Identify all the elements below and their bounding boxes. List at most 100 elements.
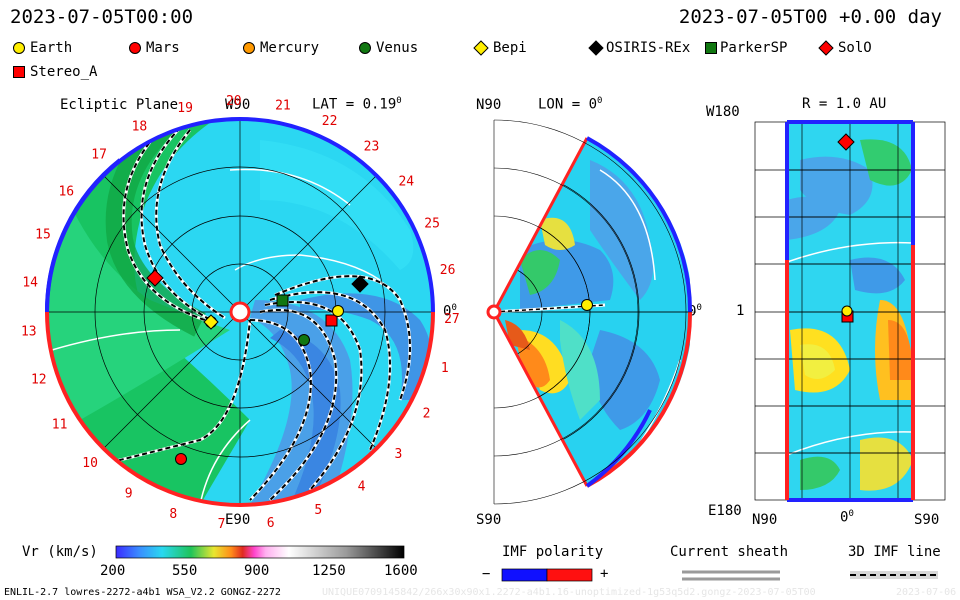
meridional-bottom-label: S90 [476, 512, 502, 528]
mars-marker-icon [175, 453, 187, 465]
radial-r-label: R = 1.0 AU [802, 96, 887, 112]
current-sheath-label: Current sheath [670, 544, 789, 560]
legend-item-venus: Venus [358, 40, 418, 56]
radial-x-label-n90: N90 [752, 512, 778, 528]
legend-item-earth: Earth [12, 40, 72, 56]
radial-x-label-0: 00 [840, 509, 854, 526]
rotation-number: 3 [394, 447, 402, 462]
rotation-number: 19 [177, 101, 193, 116]
rotation-number: 13 [21, 325, 37, 340]
datetime-left: 2023-07-05T00:00 [10, 6, 194, 28]
legend-label: Mercury [260, 40, 320, 56]
rotation-number: 2 [423, 407, 431, 422]
meridional-right-label: 00 [688, 303, 702, 320]
bepi-marker-icon [473, 40, 489, 56]
ecliptic-title: Ecliptic Plane [60, 97, 179, 113]
rotation-number: 26 [440, 263, 456, 278]
rotation-number: 17 [91, 148, 107, 163]
rotation-number: 9 [125, 486, 133, 501]
legend-label: Earth [30, 40, 73, 56]
solo-marker-icon [818, 40, 834, 56]
venus-marker-icon [298, 334, 310, 346]
colorbar-tick-900: 900 [244, 563, 270, 579]
solo-marker-icon [146, 269, 164, 287]
rotation-number: 10 [82, 456, 98, 471]
colorbar-tick-1250: 1250 [312, 563, 346, 579]
ecliptic-lat-label: LAT = 0.190 [312, 96, 402, 113]
legend-label: OSIRIS-REx [606, 40, 691, 56]
ecliptic-top-label: W90 [225, 97, 251, 113]
radial-x-label-s90: S90 [914, 512, 940, 528]
footer-run-id: UNIQUE0709145842/266x30x90x1.2272-a4b1.1… [322, 587, 816, 598]
earth-marker-icon [13, 42, 25, 54]
imf-polarity-label: IMF polarity [502, 544, 604, 560]
legend-label: Bepi [493, 40, 527, 56]
mars-marker-icon [129, 42, 141, 54]
stereo-a-marker-icon [13, 66, 25, 78]
rotation-number: 1 [441, 361, 449, 376]
imf-polarity-positive [546, 568, 593, 582]
radial-top-label: W180 [706, 104, 740, 120]
rotation-number: 24 [398, 175, 414, 190]
legend-label: Mars [146, 40, 180, 56]
solo-marker-icon [837, 133, 855, 151]
osiris-rex-marker-icon [588, 40, 604, 56]
parkersp-marker-icon [276, 294, 289, 307]
parkersp-marker-icon [705, 42, 717, 54]
imf-3d-line-label: 3D IMF line [848, 544, 941, 560]
carrington-rotation-numbers: 19 20 212223242526271234567891011121314151… [21, 94, 460, 532]
datetime-right: 2023-07-05T00 +0.00 day [678, 6, 942, 28]
legend-label: Venus [376, 40, 419, 56]
footer-date: 2023-07-06 [896, 587, 957, 598]
legend-item-osiris-rex: OSIRIS-REx [588, 40, 690, 56]
radial-bottom-label: E180 [708, 503, 742, 519]
meridional-lon-label: LON = 00 [538, 96, 603, 113]
radial-surface-plot [754, 120, 946, 502]
rotation-number: 21 [275, 98, 291, 113]
colorbar-tick-550: 550 [172, 563, 198, 579]
bepi-marker-icon [203, 314, 219, 330]
meridional-top-label: N90 [476, 97, 502, 113]
ecliptic-right-label: 00 [443, 303, 457, 320]
colorbar-label: Vr (km/s) [22, 544, 98, 560]
rotation-number: 11 [52, 417, 68, 432]
rotation-number: 12 [31, 373, 47, 388]
rotation-number: 4 [358, 480, 366, 495]
earth-marker-icon [332, 305, 344, 317]
legend-item-mars: Mars [128, 40, 180, 56]
osiris-rex-marker-icon [351, 275, 369, 293]
imf-polarity-negative [501, 568, 548, 582]
radial-left-label: 1 [736, 303, 745, 319]
stereo-a-marker-icon [325, 314, 338, 327]
legend-label: SolO [838, 40, 872, 56]
rotation-number: 22 [322, 114, 338, 129]
colorbar-tick-200: 200 [100, 563, 126, 579]
legend-item-mercury: Mercury [242, 40, 319, 56]
rotation-number: 20 [226, 94, 242, 109]
legend-label: Stereo_A [30, 64, 98, 80]
rotation-number: 15 [35, 228, 51, 243]
rotation-number: 18 [132, 119, 148, 134]
vr-colorbar [115, 545, 405, 559]
legend-item-solo: SolO [818, 40, 872, 56]
rotation-number: 7 [218, 517, 226, 532]
earth-marker-icon [841, 305, 853, 317]
venus-marker-icon [359, 42, 371, 54]
current-sheath-swatch [682, 570, 780, 581]
rotation-number: 25 [424, 216, 440, 231]
mercury-marker-icon [243, 42, 255, 54]
rotation-number: 8 [169, 507, 177, 522]
rotation-number: 27 [444, 312, 460, 327]
legend-item-stereo-a: Stereo_A [12, 64, 97, 80]
imf-plus-sign: + [600, 566, 609, 582]
footer-model-info: ENLIL-2.7 lowres-2272-a4b1 WSA_V2.2 GONG… [4, 587, 281, 598]
imf-minus-sign: − [482, 566, 491, 582]
earth-marker-icon [581, 299, 593, 311]
legend-item-parkersp: ParkerSP [704, 40, 787, 56]
ecliptic-plane-plot: 19 20 212223242526271234567891011121314151… [21, 94, 460, 532]
legend-label: ParkerSP [720, 40, 788, 56]
rotation-number: 16 [58, 184, 74, 199]
rotation-number: 6 [267, 516, 275, 531]
rotation-number: 14 [22, 275, 38, 290]
